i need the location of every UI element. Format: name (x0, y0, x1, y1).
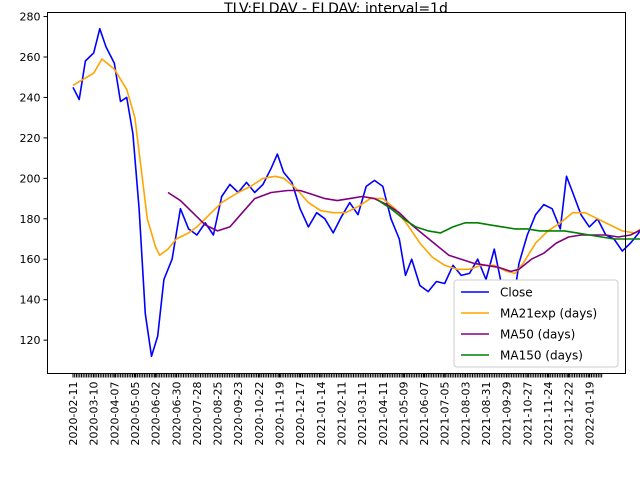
x-tick-label: 2022-01-19 (583, 382, 596, 446)
x-axis: 2020-02-11 2020-03-10 2020-04-07 2020-05-05… (67, 373, 603, 446)
legend: Close MA21exp (days) MA50 (days) MA150 (day… (453, 279, 619, 368)
x-tick-label: 2020-04-07 (108, 382, 121, 446)
chart-title: TLV:ELDAV - ELDAV: interval=1d (223, 1, 448, 17)
x-tick-label: 2020-05-05 (129, 382, 142, 446)
legend-label-1: Close (500, 286, 533, 300)
y-tick-label: 220 (20, 132, 41, 145)
legend-label-3: MA50 (days) (500, 328, 575, 342)
y-axis: 120 140 160 180 200 220 240 260 280 (20, 11, 48, 347)
x-tick-label: 2021-04-11 (377, 382, 390, 446)
y-tick-label: 260 (20, 51, 41, 64)
x-tick-label: 2020-11-19 (274, 382, 287, 446)
x-tick-label: 2020-06-02 (150, 382, 163, 446)
x-tick-label: 2020-10-22 (253, 382, 266, 446)
x-tick-label: 2020-06-30 (170, 382, 183, 446)
x-tick-label: 2020-02-11 (67, 382, 80, 446)
legend-label-4: MA150 (days) (500, 349, 583, 363)
x-tick-label: 2020-03-10 (88, 382, 101, 446)
legend-label-2: MA21exp (days) (500, 307, 597, 321)
x-tick-label: 2021-03-11 (356, 382, 369, 446)
series-line-3 (167, 189, 640, 273)
x-tick-label: 2020-07-28 (191, 382, 204, 446)
x-tick-label: 2021-11-24 (542, 382, 555, 446)
legend-box (453, 279, 619, 368)
x-tick-label: 2021-12-22 (563, 382, 576, 446)
series-line-2 (72, 58, 640, 275)
x-tick-label: 2021-08-03 (459, 382, 472, 446)
y-tick-label: 280 (20, 11, 41, 24)
x-tick-label: 2021-01-14 (315, 382, 328, 446)
x-tick-label: 2021-06-07 (418, 382, 431, 446)
x-tick-label: 2021-10-27 (521, 382, 534, 446)
plot-lines (72, 27, 640, 358)
x-tick-label: 2020-08-25 (212, 382, 225, 446)
y-tick-label: 240 (20, 91, 41, 104)
x-tick-label: 2021-09-29 (501, 382, 514, 446)
x-tick-label: 2021-02-11 (335, 382, 348, 446)
y-tick-label: 120 (20, 334, 41, 347)
x-tick-label: 2021-07-05 (439, 382, 452, 446)
y-tick-label: 160 (20, 253, 41, 266)
y-tick-label: 180 (20, 213, 41, 226)
y-tick-label: 200 (20, 172, 41, 185)
x-tick-label: 2021-08-31 (480, 382, 493, 446)
x-tick-label: 2020-12-17 (294, 382, 307, 446)
series-line-4 (378, 199, 640, 240)
y-tick-label: 140 (20, 294, 41, 307)
x-tick-label: 2021-05-09 (397, 382, 410, 446)
x-tick-label: 2020-09-23 (232, 382, 245, 446)
